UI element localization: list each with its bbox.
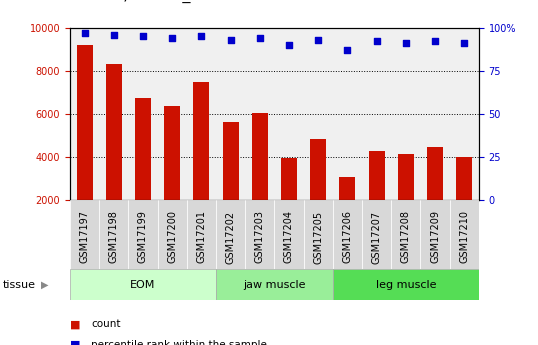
- Bar: [310, 139, 326, 200]
- Point: [197, 33, 206, 39]
- Point: [256, 35, 264, 41]
- Text: jaw muscle: jaw muscle: [243, 280, 306, 289]
- Bar: [223, 122, 238, 200]
- Bar: [450, 200, 479, 269]
- Text: count: count: [91, 319, 121, 329]
- Bar: [158, 200, 187, 269]
- Bar: [303, 200, 333, 269]
- Text: GSM17198: GSM17198: [109, 210, 119, 263]
- Text: GSM17206: GSM17206: [342, 210, 352, 264]
- Point: [460, 40, 469, 46]
- Point: [343, 47, 352, 53]
- Bar: [427, 147, 443, 200]
- Point: [431, 39, 440, 44]
- Text: GSM17199: GSM17199: [138, 210, 148, 263]
- Text: ■: ■: [70, 319, 81, 329]
- Text: GSM17207: GSM17207: [372, 210, 381, 264]
- Text: percentile rank within the sample: percentile rank within the sample: [91, 340, 267, 345]
- Bar: [135, 98, 151, 200]
- Bar: [99, 200, 129, 269]
- Text: EOM: EOM: [130, 280, 155, 289]
- Point: [285, 42, 293, 48]
- Bar: [252, 113, 268, 200]
- Bar: [245, 200, 274, 269]
- Text: ▶: ▶: [41, 280, 49, 289]
- Text: GSM17197: GSM17197: [80, 210, 89, 264]
- Point: [168, 35, 176, 41]
- Bar: [398, 154, 414, 200]
- Point: [226, 37, 235, 42]
- Text: GSM17205: GSM17205: [313, 210, 323, 264]
- Text: GSM17201: GSM17201: [196, 210, 207, 264]
- Point: [80, 30, 89, 36]
- Bar: [164, 106, 180, 200]
- Bar: [333, 200, 362, 269]
- Bar: [456, 157, 472, 200]
- Text: GSM17208: GSM17208: [401, 210, 411, 264]
- Bar: [339, 177, 356, 200]
- Point: [372, 39, 381, 44]
- Text: GSM17210: GSM17210: [459, 210, 469, 264]
- Text: GSM17203: GSM17203: [255, 210, 265, 264]
- Bar: [216, 200, 245, 269]
- Bar: [274, 200, 303, 269]
- Bar: [76, 45, 93, 200]
- Text: ■: ■: [70, 340, 81, 345]
- Point: [109, 32, 118, 37]
- Text: GDS702 / 93994_at: GDS702 / 93994_at: [65, 0, 207, 3]
- Point: [401, 40, 410, 46]
- Point: [314, 37, 322, 42]
- Text: tissue: tissue: [3, 280, 36, 289]
- Bar: [362, 200, 391, 269]
- Bar: [105, 64, 122, 200]
- Point: [139, 33, 147, 39]
- Text: leg muscle: leg muscle: [376, 280, 436, 289]
- Bar: [187, 200, 216, 269]
- Text: GSM17202: GSM17202: [225, 210, 236, 264]
- Bar: [369, 150, 385, 200]
- Text: GSM17204: GSM17204: [284, 210, 294, 264]
- Bar: [333, 269, 479, 300]
- Bar: [193, 81, 209, 200]
- Bar: [281, 158, 297, 200]
- Bar: [216, 269, 333, 300]
- Bar: [70, 200, 99, 269]
- Bar: [420, 200, 450, 269]
- Bar: [129, 200, 158, 269]
- Text: GSM17200: GSM17200: [167, 210, 177, 264]
- Bar: [391, 200, 420, 269]
- Bar: [70, 269, 216, 300]
- Text: GSM17209: GSM17209: [430, 210, 440, 264]
